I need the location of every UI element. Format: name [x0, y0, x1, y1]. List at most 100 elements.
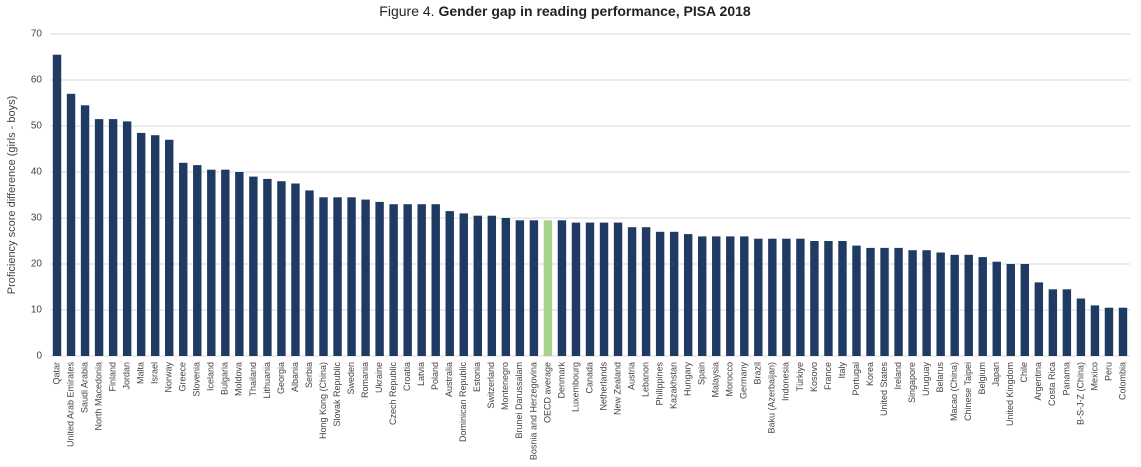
bar	[1034, 282, 1044, 356]
bar	[305, 190, 314, 356]
x-tick-label: Belgium	[977, 362, 987, 395]
bar	[193, 165, 202, 356]
x-tick-label: North Macedonia	[93, 362, 103, 431]
x-tick-label: OECD average	[542, 362, 552, 423]
bar	[796, 238, 805, 356]
bar	[487, 215, 497, 356]
bar	[1020, 264, 1030, 356]
x-tick-label: Jordan	[122, 362, 132, 390]
bar	[1006, 264, 1015, 356]
x-tick-label: Philippines	[655, 362, 665, 406]
x-tick-label: Portugal	[851, 362, 861, 396]
x-tick-label: Malta	[136, 362, 146, 384]
x-tick-label: Korea	[865, 362, 875, 386]
bar	[445, 211, 454, 356]
bar	[557, 220, 567, 356]
x-tick-label: Austria	[626, 362, 636, 390]
x-tick-label: Brunei Darussalam	[514, 362, 524, 439]
bar	[80, 105, 90, 356]
bar	[810, 241, 819, 356]
bar	[543, 220, 553, 356]
x-tick-label: Iceland	[206, 362, 216, 391]
x-tick-label: Slovenia	[192, 362, 202, 397]
bar	[641, 227, 651, 356]
bar	[613, 222, 623, 356]
x-tick-label: Thailand	[248, 362, 258, 397]
x-tick-label: Brazil	[753, 362, 763, 385]
title-text: Gender gap in reading performance, PISA …	[438, 3, 750, 19]
x-tick-label: United States	[879, 362, 889, 417]
y-tick-label: 50	[31, 121, 43, 132]
bar	[333, 197, 342, 356]
x-tick-label: Germany	[739, 362, 749, 400]
x-tick-label: Sweden	[346, 362, 356, 395]
bar	[473, 215, 482, 356]
x-tick-label: Georgia	[276, 362, 286, 394]
bar	[950, 254, 959, 356]
bar	[978, 257, 987, 356]
bar	[740, 236, 749, 356]
x-tick-label: Lithuania	[262, 362, 272, 399]
bar	[179, 162, 188, 356]
bar	[361, 199, 370, 356]
bar	[501, 218, 511, 356]
bar	[669, 231, 679, 356]
x-tick-label: Kosovo	[809, 362, 819, 392]
x-tick-label: Hungary	[683, 362, 693, 397]
x-tick-label: Japan	[991, 362, 1001, 387]
x-tick-label: Malaysia	[711, 362, 721, 398]
x-tick-label: Argentina	[1033, 362, 1043, 401]
y-tick-label: 0	[36, 351, 42, 362]
x-tick-label: Bulgaria	[220, 362, 230, 395]
x-tick-label: Finland	[107, 362, 117, 392]
x-tick-label: Latvia	[416, 362, 426, 386]
bar	[964, 254, 973, 356]
bar	[403, 204, 412, 356]
x-tick-label: Poland	[430, 362, 440, 390]
x-tick-label: Uruguay	[921, 362, 931, 397]
x-tick-label: Qatar	[51, 362, 61, 385]
bar	[249, 176, 258, 356]
bar	[852, 245, 861, 356]
bar	[1062, 289, 1072, 356]
bar	[712, 236, 721, 356]
x-tick-label: Spain	[697, 362, 707, 385]
x-tick-label: Netherlands	[598, 362, 608, 411]
bar	[894, 247, 903, 356]
y-tick-label: 40	[31, 167, 43, 178]
bar	[922, 250, 931, 356]
x-tick-label: Australia	[444, 362, 454, 397]
bar	[136, 132, 146, 356]
x-tick-label: Chinese Taipei	[963, 362, 973, 421]
bar	[838, 241, 847, 356]
bar	[698, 236, 707, 356]
bar	[936, 252, 945, 356]
y-tick-label: 20	[31, 259, 43, 270]
x-tick-label: Hong Kong (China)	[318, 362, 328, 439]
bar	[291, 183, 300, 356]
bar	[1104, 307, 1114, 356]
x-tick-label: Kazakhstan	[669, 362, 679, 409]
bar	[754, 238, 763, 356]
bar	[108, 119, 118, 356]
bar	[782, 238, 791, 356]
y-tick-label: 60	[31, 75, 43, 86]
bar	[880, 247, 889, 356]
x-tick-label: Israel	[150, 362, 160, 384]
x-tick-label: Baku (Azerbaijan)	[767, 362, 777, 434]
x-tick-label: Macao (China)	[949, 362, 959, 421]
x-tick-label: Lebanon	[640, 362, 650, 397]
x-tick-label: Italy	[837, 362, 847, 379]
bar	[992, 261, 1001, 356]
x-tick-label: Bosnia and Herzegovina	[528, 362, 538, 460]
x-tick-label: Greece	[178, 362, 188, 392]
x-tick-label: United Kingdom	[1005, 362, 1015, 426]
bar	[277, 181, 286, 356]
x-tick-label: Ireland	[893, 362, 903, 390]
x-tick-label: Slovak Republic	[332, 362, 342, 427]
bar	[263, 178, 272, 356]
bar	[529, 220, 539, 356]
bar	[824, 241, 833, 356]
x-tick-label: Colombia	[1117, 362, 1127, 400]
